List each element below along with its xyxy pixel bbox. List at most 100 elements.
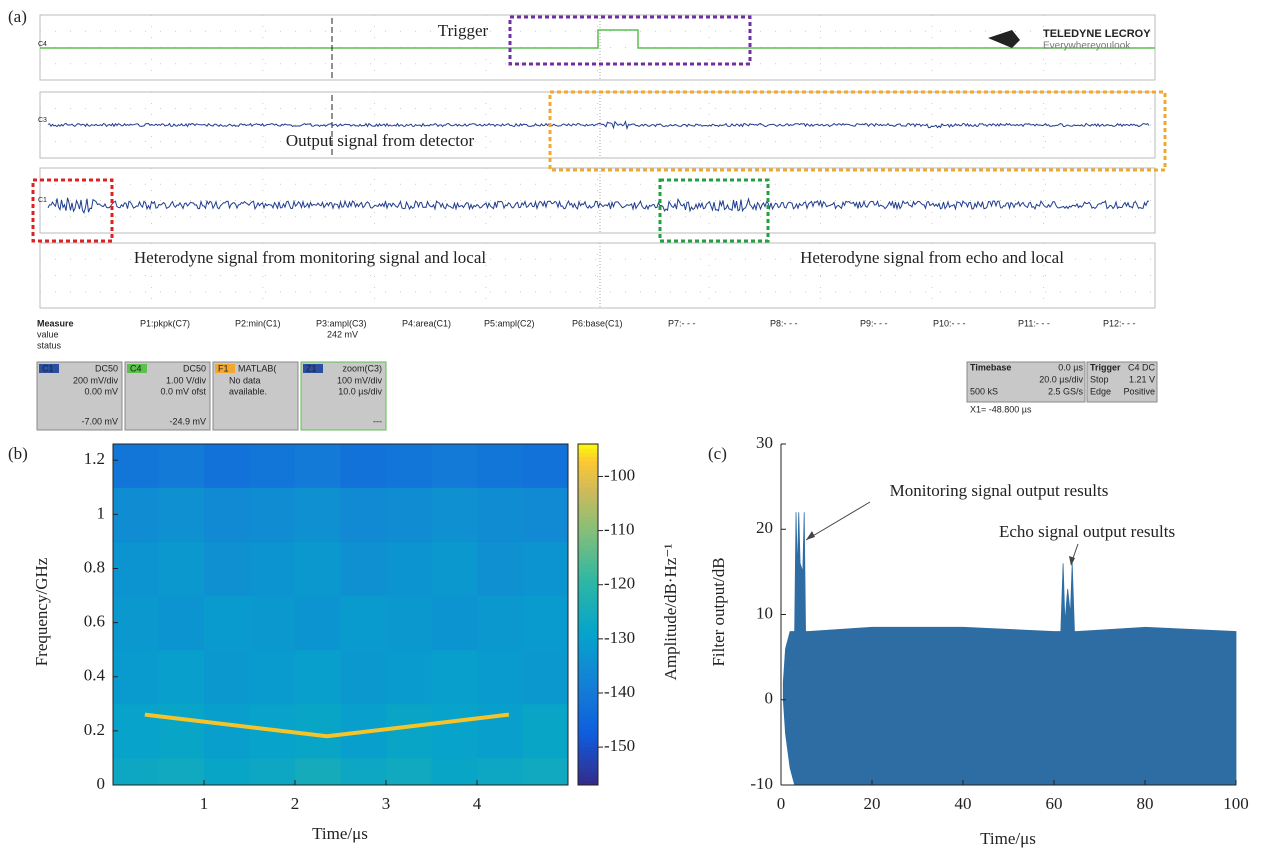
- colorbar-swatch: [578, 678, 598, 683]
- measure-header: P6:base(C1): [572, 318, 623, 328]
- heat-cell: [159, 704, 205, 759]
- channel-coupling: MATLAB(: [238, 363, 276, 373]
- trace-label: C1: [38, 197, 47, 204]
- colorbar-swatch: [578, 738, 598, 743]
- x-tick-label: 3: [382, 794, 391, 813]
- heat-cell: [250, 444, 296, 488]
- colorbar-swatch: [578, 602, 598, 607]
- x-axis-label: Time/μs: [980, 829, 1036, 848]
- heat-cell: [295, 541, 341, 596]
- tb-rate: 2.5 GS/s: [1048, 386, 1084, 396]
- colorbar-swatch: [578, 453, 598, 458]
- trace-label: C4: [38, 41, 47, 48]
- x-tick-label: 80: [1137, 794, 1154, 813]
- measure-header: P4:area(C1): [402, 318, 451, 328]
- heat-cell: [113, 596, 159, 651]
- measure-header: P7:- - -: [668, 318, 696, 328]
- colorbar-swatch: [578, 504, 598, 509]
- y-tick-label: 0: [97, 774, 106, 793]
- colorbar-swatch: [578, 683, 598, 688]
- heat-cell: [523, 444, 569, 488]
- colorbar-swatch: [578, 730, 598, 735]
- colorbar-swatch: [578, 491, 598, 496]
- colorbar-swatch: [578, 670, 598, 675]
- colorbar-swatch: [578, 734, 598, 739]
- heat-cell: [204, 650, 250, 705]
- colorbar-swatch: [578, 559, 598, 564]
- x-tick-label: 20: [864, 794, 881, 813]
- colorbar-swatch: [578, 465, 598, 470]
- colorbar-swatch: [578, 576, 598, 581]
- heat-cell: [341, 758, 387, 786]
- x-tick-label: 40: [955, 794, 972, 813]
- heat-cell: [250, 650, 296, 705]
- heat-cell: [523, 487, 569, 542]
- colorbar-swatch: [578, 708, 598, 713]
- heat-cell: [159, 541, 205, 596]
- heat-cell: [295, 758, 341, 786]
- heat-cell: [386, 596, 432, 651]
- colorbar-swatch: [578, 499, 598, 504]
- channel-line: 200 mV/div: [73, 375, 119, 385]
- x-tick-label: 1: [200, 794, 209, 813]
- colorbar-swatch: [578, 529, 598, 534]
- y-tick-label: 20: [756, 518, 773, 537]
- heat-cell: [523, 650, 569, 705]
- colorbar-swatch: [578, 482, 598, 487]
- heat-cell: [386, 541, 432, 596]
- heat-cell: [113, 444, 159, 488]
- heat-cell: [432, 758, 478, 786]
- colorbar-swatch: [578, 568, 598, 573]
- measure-header: P5:ampl(C2): [484, 318, 535, 328]
- colorbar-swatch: [578, 759, 598, 764]
- y-tick-label: 1.2: [84, 449, 105, 468]
- colorbar-swatch: [578, 764, 598, 769]
- heat-cell: [341, 596, 387, 651]
- channel-id: F1: [218, 363, 229, 373]
- heat-cell: [295, 650, 341, 705]
- heat-cell: [113, 541, 159, 596]
- heat-cell: [159, 596, 205, 651]
- annotation: Output signal from detector: [286, 131, 475, 150]
- heat-cell: [432, 541, 478, 596]
- heat-cell: [477, 704, 523, 759]
- heat-cell: [204, 444, 250, 488]
- channel-line: -24.9 mV: [169, 416, 206, 426]
- heat-cell: [295, 596, 341, 651]
- colorbar-swatch: [578, 534, 598, 539]
- heat-cell: [523, 541, 569, 596]
- y-tick-label: 10: [756, 603, 773, 622]
- colorbar-tick-label: -100: [604, 465, 635, 484]
- heat-cell: [523, 596, 569, 651]
- channel-line: 10.0 µs/div: [338, 386, 382, 396]
- colorbar-swatch: [578, 448, 598, 453]
- y-axis-label: Filter output/dB: [709, 557, 728, 666]
- y-tick-label: 0: [765, 689, 774, 708]
- heat-cell: [204, 541, 250, 596]
- panel-label: (b): [8, 444, 28, 463]
- colorbar-swatch: [578, 461, 598, 466]
- heat-cell: [386, 650, 432, 705]
- colorbar-swatch: [578, 551, 598, 556]
- channel-coupling: zoom(C3): [342, 363, 382, 373]
- colorbar-swatch: [578, 619, 598, 624]
- measure-row-label: status: [37, 340, 62, 350]
- colorbar-swatch: [578, 751, 598, 756]
- colorbar-swatch: [578, 717, 598, 722]
- colorbar-swatch: [578, 657, 598, 662]
- x-tick-label: 4: [473, 794, 482, 813]
- heat-cell: [477, 541, 523, 596]
- measure-value: 242 mV: [327, 329, 358, 339]
- colorbar-swatch: [578, 606, 598, 611]
- colorbar-swatch: [578, 572, 598, 577]
- channel-coupling: DC50: [183, 363, 206, 373]
- colorbar-swatch: [578, 661, 598, 666]
- colorbar-swatch: [578, 457, 598, 462]
- colorbar-swatch: [578, 615, 598, 620]
- colorbar-swatch: [578, 470, 598, 475]
- colorbar-swatch: [578, 589, 598, 594]
- colorbar-swatch: [578, 627, 598, 632]
- arrow: [806, 502, 870, 540]
- x-axis-label: Time/μs: [312, 824, 368, 843]
- measure-header: P10:- - -: [933, 318, 966, 328]
